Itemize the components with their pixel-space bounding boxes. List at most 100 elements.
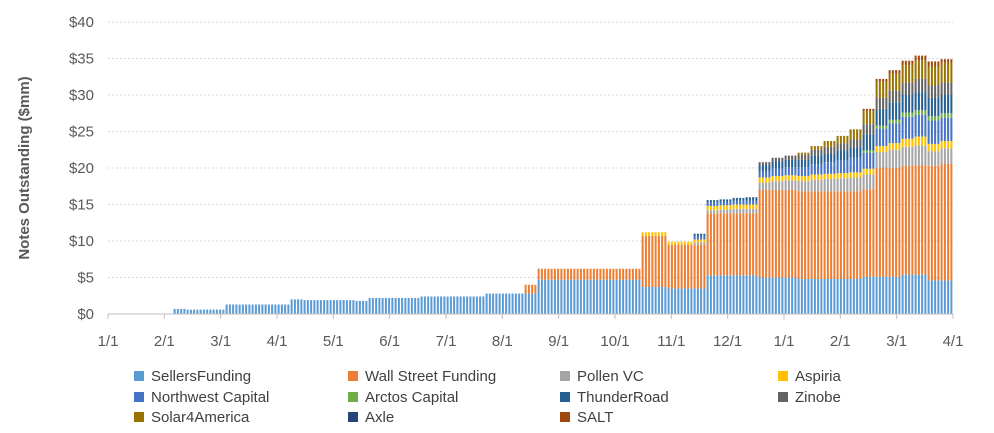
bar-segment	[885, 81, 888, 98]
bar-segment	[410, 297, 413, 314]
bar-segment	[852, 177, 855, 192]
bar-segment	[414, 297, 417, 314]
legend-swatch	[560, 392, 570, 402]
bar-segment	[885, 276, 888, 314]
y-tick-label: $40	[69, 14, 94, 31]
bar-segment	[908, 116, 911, 139]
x-tick-label: 8/1	[492, 333, 513, 350]
bar-segment	[573, 268, 576, 280]
bar-segment	[768, 162, 771, 166]
bar-segment	[696, 239, 699, 243]
bar-segment	[865, 124, 868, 135]
bar-segment	[856, 157, 859, 173]
bar-segment	[690, 288, 693, 314]
legend-swatch	[348, 412, 358, 422]
bar-segment	[739, 204, 742, 209]
bar-segment	[856, 129, 859, 140]
bar-segment	[726, 205, 729, 210]
bar-segment	[940, 148, 943, 164]
bar-segment	[693, 235, 696, 240]
bar-segment	[878, 125, 881, 129]
bar-segment	[917, 136, 920, 146]
bar-segment	[748, 275, 751, 314]
bar-segment	[716, 202, 719, 206]
legend-swatch	[778, 371, 788, 381]
bar-segment	[781, 161, 784, 169]
bar-segment	[924, 78, 927, 93]
bar-segment	[774, 189, 777, 278]
bar-segment	[336, 300, 339, 314]
bar-segment	[544, 268, 547, 280]
bar-segment	[326, 300, 329, 314]
bar-segment	[888, 123, 891, 144]
bar-segment	[940, 62, 943, 83]
bar-segment	[937, 120, 940, 144]
bar-segment	[761, 165, 764, 172]
bar-segment	[443, 296, 446, 314]
bar-segment	[875, 81, 878, 98]
bar-segment	[934, 116, 937, 121]
bar-segment	[917, 145, 920, 166]
legend-label: Axle	[365, 409, 394, 426]
bar-segment	[267, 304, 270, 314]
bar-segment	[872, 152, 875, 169]
bar-segment	[719, 201, 722, 206]
legend-swatch	[134, 392, 144, 402]
bar-segment	[888, 168, 891, 277]
bar-segment	[436, 296, 439, 314]
bar-segment	[839, 135, 842, 144]
bar-segment	[943, 117, 946, 141]
bar-segment	[677, 241, 680, 245]
bar-segment	[180, 308, 183, 314]
bar-segment	[456, 296, 459, 314]
bar-segment	[914, 145, 917, 166]
bar-segment	[752, 275, 755, 314]
bar-segment	[758, 171, 761, 178]
bar-segment	[774, 168, 777, 177]
bar-segment	[371, 297, 374, 314]
bar-segment	[891, 168, 894, 277]
bar-segment	[560, 268, 563, 280]
bar-segment	[696, 233, 699, 236]
bar-segment	[579, 279, 582, 314]
bar-segment	[943, 148, 946, 164]
bar-segment	[566, 268, 569, 280]
bar-segment	[908, 274, 911, 314]
bar-segment	[849, 157, 852, 173]
bar-segment	[592, 268, 595, 280]
bar-segment	[550, 279, 553, 314]
bar-segment	[947, 280, 950, 314]
bar-segment	[817, 278, 820, 314]
bar-segment	[930, 151, 933, 166]
legend-label: Wall Street Funding	[365, 368, 496, 385]
bar-segment	[930, 120, 933, 144]
bar-segment	[826, 278, 829, 314]
bar-segment	[852, 278, 855, 314]
bar-segment	[622, 268, 625, 280]
bar-segment	[264, 304, 267, 314]
bar-segment	[810, 146, 813, 150]
bar-segment	[771, 176, 774, 182]
bar-segment	[700, 233, 703, 236]
bar-segment	[573, 279, 576, 314]
bar-segment	[173, 308, 176, 314]
bar-segment	[898, 143, 901, 150]
bar-segment	[888, 70, 891, 74]
bar-segment	[537, 279, 540, 314]
bar-segment	[888, 90, 891, 103]
bar-segment	[820, 174, 823, 180]
bar-segment	[748, 213, 751, 276]
bar-segment	[849, 139, 852, 148]
bar-segment	[917, 60, 920, 79]
bar-segment	[768, 177, 771, 183]
bar-segment	[401, 297, 404, 314]
bar-segment	[804, 154, 807, 160]
x-tick-label: 5/1	[323, 333, 344, 350]
bar-segment	[836, 159, 839, 174]
bar-segment	[635, 279, 638, 314]
bar-segment	[895, 168, 898, 277]
bar-segment	[778, 168, 781, 177]
bar-segment	[661, 232, 664, 236]
bar-segment	[761, 177, 764, 183]
